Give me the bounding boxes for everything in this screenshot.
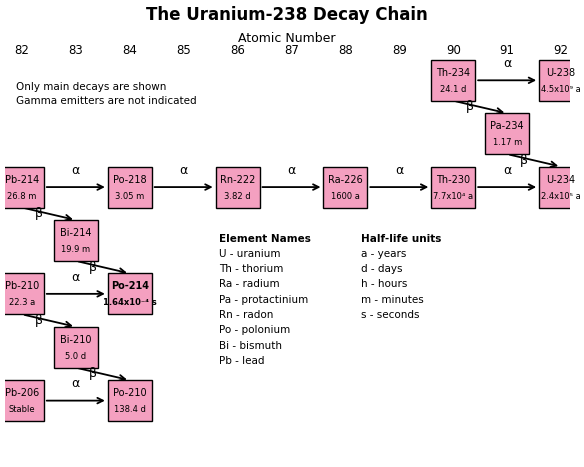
FancyBboxPatch shape: [54, 327, 98, 368]
FancyBboxPatch shape: [539, 60, 583, 101]
FancyBboxPatch shape: [485, 113, 529, 154]
Text: Ra - radium: Ra - radium: [220, 279, 280, 290]
Text: β: β: [520, 154, 528, 167]
Text: Pa-234: Pa-234: [491, 121, 524, 131]
Text: α: α: [72, 377, 80, 390]
Text: Rn - radon: Rn - radon: [220, 310, 274, 320]
Text: Ra-226: Ra-226: [328, 175, 363, 185]
Text: s - seconds: s - seconds: [361, 310, 419, 320]
FancyBboxPatch shape: [107, 167, 152, 207]
Text: 85: 85: [176, 43, 191, 57]
Text: U-238: U-238: [547, 68, 576, 78]
FancyBboxPatch shape: [107, 380, 152, 421]
Text: 89: 89: [392, 43, 406, 57]
Text: 88: 88: [338, 43, 353, 57]
FancyBboxPatch shape: [324, 167, 367, 207]
Text: 90: 90: [446, 43, 461, 57]
Text: α: α: [179, 164, 187, 177]
Text: Pb-214: Pb-214: [5, 175, 39, 185]
Text: U-234: U-234: [547, 175, 576, 185]
Text: 1.64x10⁻⁴ s: 1.64x10⁻⁴ s: [103, 298, 157, 307]
Text: Half-life units: Half-life units: [361, 234, 441, 243]
Text: a - years: a - years: [361, 249, 406, 259]
Text: Th-230: Th-230: [436, 175, 470, 185]
Text: 3.05 m: 3.05 m: [115, 191, 144, 200]
Text: Th - thorium: Th - thorium: [220, 264, 284, 274]
Text: 87: 87: [284, 43, 299, 57]
Text: Pb - lead: Pb - lead: [220, 356, 265, 366]
Text: Gamma emitters are not indicated: Gamma emitters are not indicated: [16, 96, 197, 106]
Text: Po-210: Po-210: [113, 388, 147, 398]
Text: α: α: [287, 164, 296, 177]
Text: 2.4x10⁵ a: 2.4x10⁵ a: [541, 191, 581, 200]
Text: 19.9 m: 19.9 m: [61, 245, 91, 254]
Text: m - minutes: m - minutes: [361, 295, 423, 305]
Text: 26.8 m: 26.8 m: [7, 191, 37, 200]
Text: Pb-206: Pb-206: [5, 388, 39, 398]
Text: 82: 82: [15, 43, 29, 57]
FancyBboxPatch shape: [107, 273, 152, 314]
Text: β: β: [466, 100, 474, 113]
Text: α: α: [503, 57, 511, 70]
Text: 22.3 a: 22.3 a: [9, 298, 35, 307]
Text: 83: 83: [68, 43, 83, 57]
Text: Po-214: Po-214: [111, 282, 149, 291]
FancyBboxPatch shape: [539, 167, 583, 207]
Text: h - hours: h - hours: [361, 279, 407, 290]
Text: α: α: [72, 271, 80, 283]
Text: Bi - bismuth: Bi - bismuth: [220, 341, 283, 351]
Text: 92: 92: [554, 43, 569, 57]
Text: 86: 86: [230, 43, 245, 57]
Text: U - uranium: U - uranium: [220, 249, 281, 259]
FancyBboxPatch shape: [0, 380, 44, 421]
FancyBboxPatch shape: [215, 167, 259, 207]
Text: Only main decays are shown: Only main decays are shown: [16, 82, 166, 92]
FancyBboxPatch shape: [431, 167, 475, 207]
Text: The Uranium-238 Decay Chain: The Uranium-238 Decay Chain: [147, 6, 428, 24]
Text: Bi-214: Bi-214: [60, 228, 92, 238]
Text: 3.82 d: 3.82 d: [224, 191, 251, 200]
Text: 84: 84: [122, 43, 137, 57]
Text: Th-234: Th-234: [436, 68, 470, 78]
Text: Po-218: Po-218: [113, 175, 147, 185]
FancyBboxPatch shape: [0, 167, 44, 207]
Text: β: β: [89, 261, 96, 274]
Text: Stable: Stable: [9, 405, 35, 414]
Text: 7.7x10⁴ a: 7.7x10⁴ a: [433, 191, 473, 200]
Text: Rn-222: Rn-222: [220, 175, 255, 185]
Text: β: β: [89, 368, 96, 381]
Text: Element Names: Element Names: [220, 234, 311, 243]
Text: Pa - protactinium: Pa - protactinium: [220, 295, 309, 305]
Text: 4.5x10⁹ a: 4.5x10⁹ a: [541, 85, 581, 94]
Text: 138.4 d: 138.4 d: [114, 405, 145, 414]
FancyBboxPatch shape: [0, 273, 44, 314]
Text: Po - polonium: Po - polonium: [220, 325, 291, 335]
Text: 24.1 d: 24.1 d: [440, 85, 467, 94]
Text: β: β: [34, 207, 43, 220]
Text: 1.17 m: 1.17 m: [492, 138, 522, 147]
Text: Bi-210: Bi-210: [60, 335, 92, 345]
Text: α: α: [503, 164, 511, 177]
Text: Pb-210: Pb-210: [5, 282, 39, 291]
FancyBboxPatch shape: [54, 220, 98, 261]
Text: 5.0 d: 5.0 d: [65, 352, 86, 361]
Text: Atomic Number: Atomic Number: [238, 32, 336, 44]
Text: 1600 a: 1600 a: [331, 191, 360, 200]
FancyBboxPatch shape: [431, 60, 475, 101]
Text: α: α: [395, 164, 404, 177]
Text: d - days: d - days: [361, 264, 402, 274]
Text: 91: 91: [500, 43, 515, 57]
Text: β: β: [34, 314, 43, 327]
Text: α: α: [72, 164, 80, 177]
